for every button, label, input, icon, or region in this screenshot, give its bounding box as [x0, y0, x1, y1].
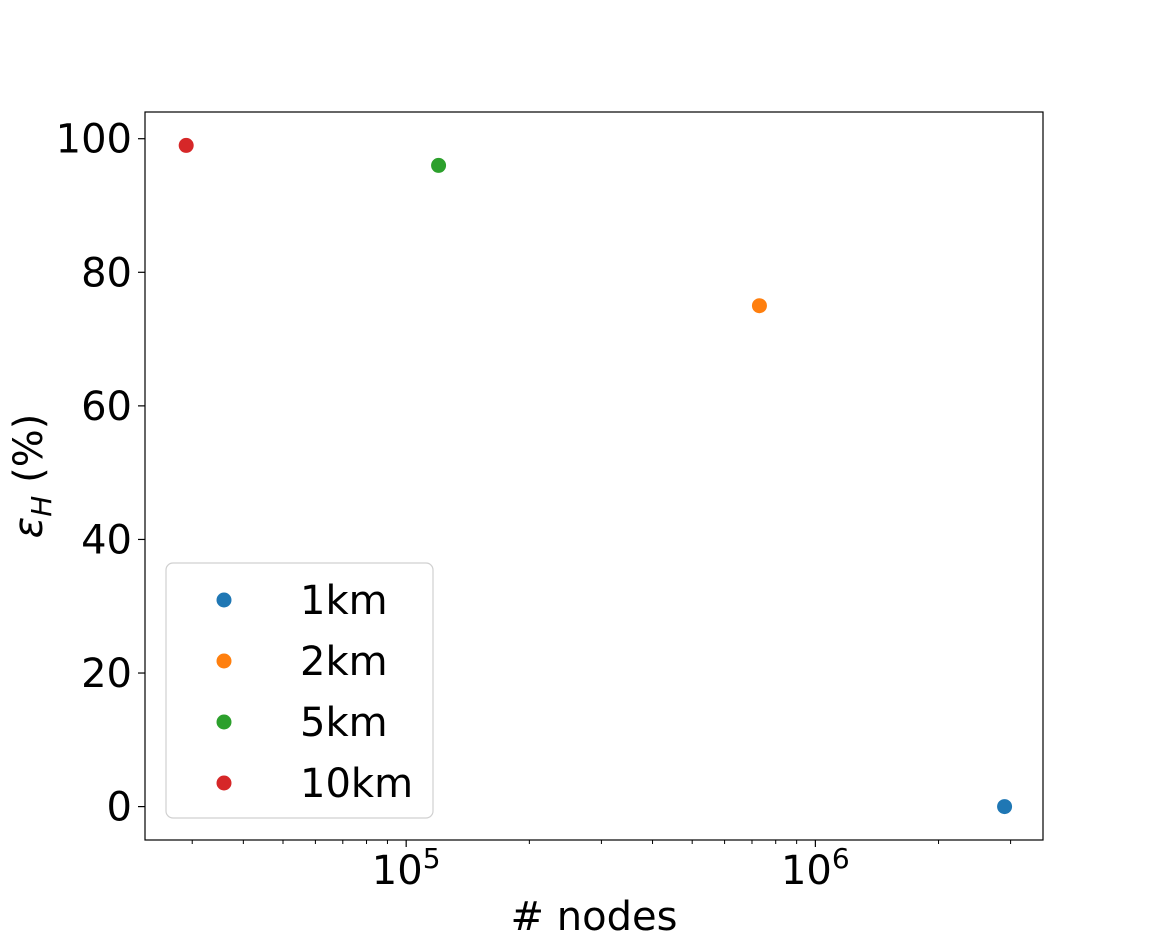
legend-box	[165, 562, 434, 819]
x-tick-label: 105	[372, 842, 441, 894]
points-layer	[178, 137, 1013, 815]
legend-marker-5km	[216, 714, 232, 730]
legend-label: 1km	[300, 578, 388, 624]
legend-marker-1km	[216, 592, 232, 608]
y-tick-label: 0	[107, 785, 132, 831]
legend-label: 2km	[300, 639, 388, 685]
legend: 1km 2km 5km 10km	[165, 562, 434, 819]
data-point-10km	[178, 137, 194, 153]
y-axis-label: εH (%)	[6, 414, 58, 539]
y-tick-label: 40	[81, 517, 132, 563]
y-axis-label-symbol: ε	[6, 517, 52, 539]
y-tick-label: 60	[81, 384, 132, 430]
legend-label: 5km	[300, 700, 388, 746]
x-tick-label: 106	[781, 842, 850, 894]
data-point-5km	[431, 157, 447, 173]
data-point-2km	[751, 298, 767, 314]
y-tick-label: 20	[81, 651, 132, 697]
legend-label: 10km	[300, 761, 413, 807]
legend-marker-10km	[216, 775, 232, 791]
data-point-1km	[997, 799, 1013, 815]
legend-marker-2km	[216, 653, 232, 669]
y-axis-label-subscript: H	[25, 496, 58, 517]
x-axis-label: # nodes	[511, 894, 678, 940]
y-tick-label: 80	[81, 250, 132, 296]
ticks-layer: 0 20 40 60 80 100 105 106	[56, 117, 1012, 894]
plot-frame	[144, 111, 1044, 841]
y-tick-label: 100	[56, 117, 132, 163]
y-axis-label-unit: (%)	[6, 414, 52, 496]
